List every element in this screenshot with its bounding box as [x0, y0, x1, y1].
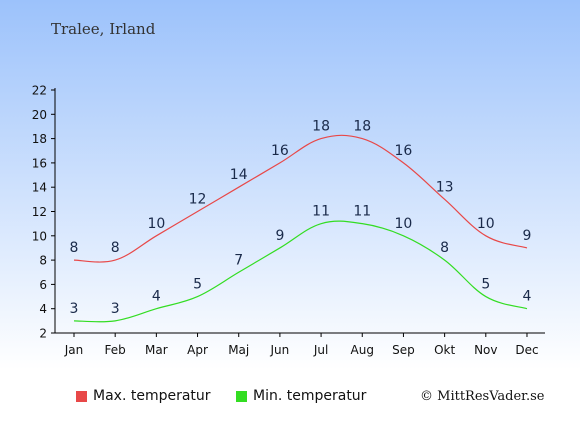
data-label-min: 9	[275, 228, 284, 244]
legend-min: Min. temperatur	[236, 388, 366, 404]
series-line-min	[73, 220, 528, 323]
site-credit: © MittResVader.se	[420, 389, 545, 404]
y-tick-label: 8	[39, 254, 47, 268]
data-label-min: 10	[395, 216, 413, 232]
x-tick-label: Apr	[187, 343, 208, 357]
x-tick-label: Okt	[434, 343, 455, 357]
data-label-min: 3	[111, 301, 120, 317]
y-tick-label: 14	[32, 181, 47, 195]
data-label-max: 8	[70, 240, 79, 256]
y-tick-label: 10	[32, 229, 47, 243]
data-label-max: 14	[230, 167, 248, 183]
y-tick-label: 12	[32, 205, 47, 219]
legend-min-label: Min. temperatur	[253, 388, 367, 404]
legend-max: Max. temperatur	[76, 388, 211, 404]
data-label-max: 16	[395, 143, 413, 159]
data-label-max: 8	[111, 240, 120, 256]
data-label-min: 11	[353, 204, 371, 220]
y-tick-label: 20	[32, 108, 47, 122]
x-tick-label: Maj	[228, 343, 249, 357]
legend-max-label: Max. temperatur	[93, 388, 211, 404]
data-label-min: 8	[440, 240, 449, 256]
data-label-max: 13	[436, 179, 454, 195]
y-tick-label: 6	[39, 278, 47, 292]
data-label-min: 5	[193, 277, 202, 293]
y-tick-label: 22	[32, 84, 47, 98]
data-label-min: 5	[481, 277, 490, 293]
data-label-max: 18	[353, 119, 371, 135]
series-line-max	[73, 134, 528, 263]
legend-max-swatch	[76, 390, 87, 402]
data-label-max: 9	[523, 228, 532, 244]
data-label-min: 7	[234, 252, 243, 268]
data-label-max: 18	[312, 119, 330, 135]
data-label-max: 16	[271, 143, 289, 159]
legend-min-swatch	[236, 390, 247, 402]
x-tick-label: Mar	[145, 343, 168, 357]
y-tick-label: 4	[39, 302, 47, 316]
data-label-min: 4	[152, 289, 161, 305]
data-label-max: 10	[147, 216, 165, 232]
x-tick-label: Aug	[351, 343, 374, 357]
x-tick-label: Jul	[313, 343, 328, 357]
x-tick-label: Feb	[105, 343, 126, 357]
x-tick-label: Sep	[392, 343, 415, 357]
x-tick-label: Jun	[270, 343, 290, 357]
data-label-min: 4	[523, 289, 532, 305]
x-tick-label: Dec	[515, 343, 538, 357]
data-label-min: 3	[70, 301, 79, 317]
data-label-min: 11	[312, 204, 330, 220]
y-tick-label: 2	[39, 327, 47, 341]
data-label-max: 12	[189, 192, 207, 208]
data-label-max: 10	[477, 216, 495, 232]
y-tick-label: 16	[32, 156, 47, 170]
y-tick-label: 18	[32, 132, 47, 146]
x-tick-label: Nov	[474, 343, 497, 357]
location-title: Tralee, Irland	[51, 20, 156, 38]
x-tick-label: Jan	[64, 343, 84, 357]
